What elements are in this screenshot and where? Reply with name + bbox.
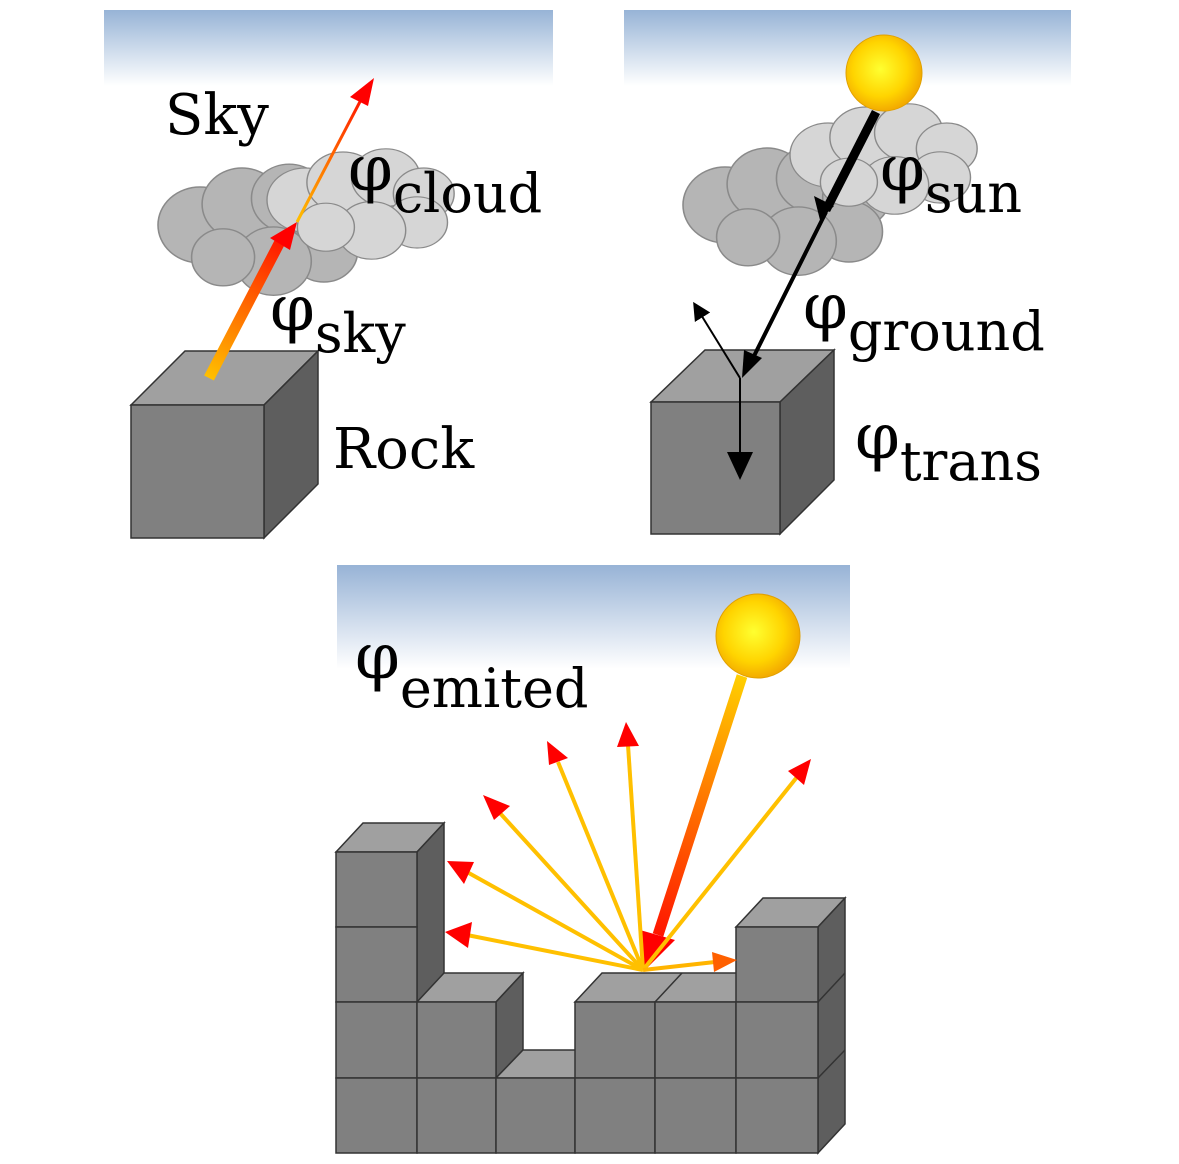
phi-cloud-label: φcloud <box>348 132 542 225</box>
phi-trans-symbol: φ <box>855 400 900 474</box>
emitted-ray <box>497 810 645 972</box>
emitted-rays <box>466 744 799 972</box>
phi-sky-symbol: φ <box>270 272 315 346</box>
phi-emited-sub: emited <box>400 657 589 720</box>
sky-band <box>104 10 553 86</box>
rock-cube <box>129 349 320 540</box>
phi-ground-arrow <box>750 211 828 361</box>
block-wall <box>334 821 847 1155</box>
phi-trans-sub: trans <box>900 430 1042 493</box>
phi-sun-sub: sun <box>925 162 1022 225</box>
phi-cloud-arrowhead <box>350 78 374 106</box>
phi-sun-arrow <box>821 109 881 213</box>
sky-label: Sky <box>165 83 269 148</box>
panel-emitted: φemited <box>334 565 850 1155</box>
sun-icon <box>845 34 923 112</box>
emitted-ray <box>626 744 645 971</box>
emitted-ray <box>466 870 644 972</box>
phi-cloud-arrow <box>295 93 366 223</box>
phi-ground-label: φground <box>803 270 1045 363</box>
ground-cube <box>649 348 836 536</box>
phi-sun-symbol: φ <box>880 132 925 206</box>
emitted-ray <box>466 933 644 972</box>
incoming-sun-beam <box>652 674 748 937</box>
panel-sky-rock: Sky Rock φcloud φsky <box>104 10 553 540</box>
rock-label: Rock <box>333 417 475 482</box>
phi-sky-sub: sky <box>315 302 406 365</box>
emitted-ray-heads <box>445 722 811 972</box>
phi-sky-arrow <box>204 233 288 381</box>
phi-ground-symbol: φ <box>803 270 848 344</box>
phi-emited-label: φemited <box>355 620 588 720</box>
phi-ground-arrowhead <box>742 350 762 378</box>
emitted-ray <box>556 761 645 971</box>
phi-trans-arrowhead <box>727 452 753 480</box>
phi-ground-sub: ground <box>848 300 1045 363</box>
phi-trans-label: φtrans <box>855 400 1042 493</box>
phi-sun-label: φsun <box>880 132 1022 225</box>
phi-cloud-sub: cloud <box>393 162 542 225</box>
emitted-ray <box>642 960 716 972</box>
phi-cloud-symbol: φ <box>348 132 393 206</box>
panel-sun-ground: φsun φground φtrans <box>624 10 1071 536</box>
phi-sky-arrowhead <box>270 222 297 250</box>
phi-sky-label: φsky <box>270 272 406 365</box>
phi-emited-symbol: φ <box>355 620 400 694</box>
emitted-ray <box>641 775 799 972</box>
reflected-arrow <box>693 301 741 379</box>
phi-sun-arrowhead <box>814 196 834 220</box>
sun-icon <box>715 593 801 679</box>
